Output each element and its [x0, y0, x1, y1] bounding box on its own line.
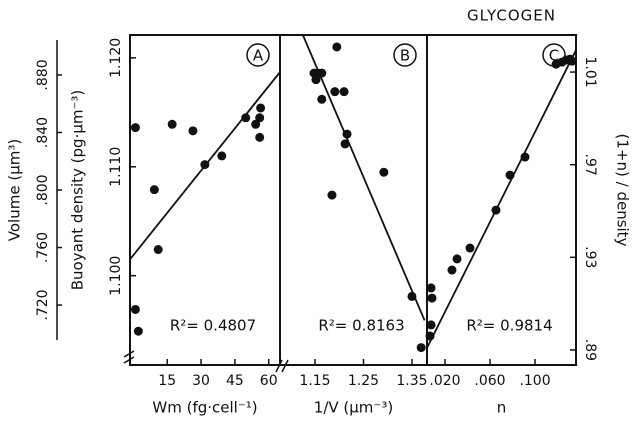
y-tick-label: 1.110	[108, 147, 124, 187]
data-point	[330, 87, 340, 97]
y2-tick-label: .880	[35, 59, 51, 90]
data-point	[256, 103, 266, 113]
y2-tick-label: .93	[582, 246, 598, 268]
data-point	[153, 245, 163, 255]
data-point	[452, 254, 462, 264]
y2-axis-label: Volume (μm³)	[6, 139, 24, 241]
data-point	[465, 243, 475, 253]
x-tick-label: 60	[260, 373, 278, 389]
data-point	[425, 331, 435, 341]
data-point	[130, 123, 140, 133]
data-point	[317, 94, 327, 104]
x-tick-label: 30	[192, 373, 210, 389]
x-tick-label: 1.35	[396, 373, 427, 389]
fit-line	[426, 49, 577, 349]
annotation: R²= 0.4807	[170, 317, 256, 335]
y-tick-label: 1.120	[108, 38, 124, 78]
data-point	[130, 304, 140, 314]
data-point	[407, 291, 417, 301]
data-point	[340, 139, 350, 149]
panel-label: B	[400, 47, 410, 65]
y2-tick-label: .760	[35, 232, 51, 263]
data-point	[255, 113, 265, 123]
data-point	[251, 119, 261, 129]
panel-label: C	[549, 47, 559, 65]
data-point	[427, 293, 437, 303]
data-point	[342, 129, 352, 139]
data-point	[188, 126, 198, 136]
x-tick-label: .020	[429, 373, 460, 389]
data-point	[149, 185, 159, 195]
panel-frame	[426, 34, 577, 366]
data-point	[167, 119, 177, 129]
y2-tick-label: 1.01	[582, 56, 598, 87]
data-point	[426, 320, 436, 330]
data-point	[311, 75, 321, 85]
data-point	[379, 167, 389, 177]
x-axis-label: n	[497, 399, 507, 417]
data-point	[255, 132, 265, 142]
data-point	[241, 113, 251, 123]
x-tick-label: 15	[158, 373, 176, 389]
annotation: R²= 0.8163	[318, 317, 404, 335]
y2-tick-label: .800	[35, 174, 51, 205]
x-tick-label: 1.15	[299, 373, 330, 389]
y2-tick-label: .89	[582, 339, 598, 361]
panel-label: A	[253, 47, 264, 65]
x-tick-label: .100	[519, 373, 550, 389]
x-axis-label: Wm (fg·cell⁻¹)	[152, 399, 257, 417]
data-point	[317, 68, 327, 78]
data-point	[567, 56, 577, 66]
x-axis-label: 1/V (μm⁻³)	[314, 399, 393, 417]
x-tick-label: .060	[474, 373, 505, 389]
x-tick-label: 45	[226, 373, 244, 389]
data-point	[327, 190, 337, 200]
annotation: R²= 0.9814	[466, 317, 552, 335]
data-point	[332, 42, 342, 52]
y-axis-label: Buoyant density (pg·μm⁻³)	[69, 90, 87, 291]
y2-tick-label: .97	[582, 154, 598, 176]
data-point	[339, 87, 349, 97]
y-tick-label: 1.100	[108, 256, 124, 296]
data-point	[217, 151, 227, 161]
data-point	[133, 326, 143, 336]
data-point	[520, 152, 530, 162]
data-point	[491, 205, 501, 215]
panel-label-circle	[393, 43, 417, 67]
data-point	[426, 283, 436, 293]
data-point	[416, 343, 426, 353]
y2-axis-label: (1+n) / density	[614, 134, 632, 247]
y2-tick-label: .720	[35, 289, 51, 320]
chart-title: GLYCOGEN	[467, 7, 556, 25]
data-point	[200, 160, 210, 170]
fit-line	[302, 34, 426, 321]
x-tick-label: 1.25	[348, 373, 379, 389]
data-point	[447, 265, 457, 275]
panel-label-circle	[246, 43, 270, 67]
data-point	[505, 170, 515, 180]
y2-tick-label: .840	[35, 117, 51, 148]
